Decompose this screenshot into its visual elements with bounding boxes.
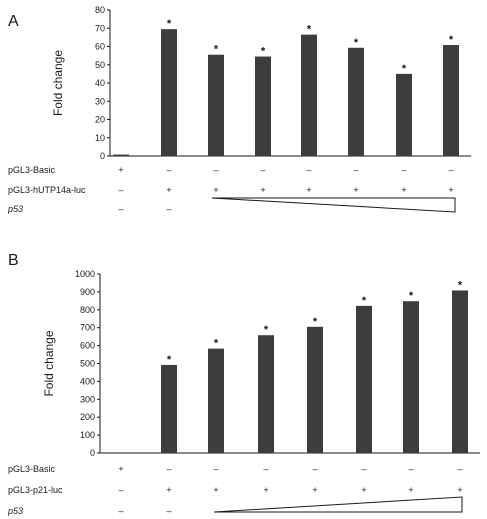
chart1-row-symbol: –: [166, 204, 171, 214]
chart1-y-tick-label: 30: [95, 96, 105, 106]
chart2-significance-marker: *: [167, 354, 172, 366]
chart1-significance-marker: *: [214, 44, 219, 56]
chart1-row-symbol: +: [213, 185, 218, 195]
chart2-y-tick-label: 500: [80, 359, 95, 369]
chart1-panel-label: A: [8, 13, 19, 30]
chart2-significance-marker: *: [409, 290, 414, 302]
chart1-significance-marker: *: [402, 63, 407, 75]
chart2-row-label: p53: [7, 506, 23, 516]
chart1-row-symbol: +: [306, 185, 311, 195]
chart1-bar: [161, 29, 177, 157]
chart1-bar: [396, 73, 412, 156]
chart2-bar: [208, 348, 224, 453]
chart1-row-symbol: +: [353, 185, 358, 195]
chart2-bar: [403, 301, 419, 453]
chart1-y-tick-label: 10: [95, 133, 105, 143]
chart2-bar: [356, 305, 372, 453]
chart2-row-symbol: +: [457, 485, 462, 495]
chart2-y-tick-label: 100: [80, 430, 95, 440]
chart1-row-symbol: +: [118, 165, 123, 175]
chart2-row-symbol: +: [263, 485, 268, 495]
chart1-row-symbol: –: [401, 165, 406, 175]
chart1-row-symbol: –: [118, 204, 123, 214]
chart2-significance-marker: *: [214, 338, 219, 350]
chart2-row-label: pGL3-p21-luc: [8, 485, 63, 495]
chart2-bar: [452, 290, 468, 453]
chart1-row-symbol: –: [213, 165, 218, 175]
chart1-row-symbol: –: [353, 165, 358, 175]
chart2-row-symbol: –: [408, 464, 413, 474]
chart2-significance-marker: *: [313, 316, 318, 328]
chart1-row-symbol: –: [448, 165, 453, 175]
chart2-row-symbol: +: [408, 485, 413, 495]
chart2-row-symbol: –: [361, 464, 366, 474]
chart1-y-tick-label: 80: [95, 5, 105, 15]
chart1-row-symbol: –: [306, 165, 311, 175]
chart1-row-label: p53: [7, 204, 23, 214]
chart1-row-label: pGL3-Basic: [8, 165, 56, 175]
chart2-significance-marker: *: [362, 295, 367, 307]
chart1-significance-marker: *: [261, 46, 266, 58]
chart2-y-tick-label: 200: [80, 412, 95, 422]
chart2-significance-marker: *: [264, 324, 269, 336]
chart2-bar: [161, 364, 177, 453]
chart2-bar: [307, 326, 323, 453]
chart1-row-symbol: –: [260, 165, 265, 175]
chart2-y-tick-label: 900: [80, 287, 95, 297]
chart2-row-symbol: +: [312, 485, 317, 495]
chart2-row-symbol: –: [166, 506, 171, 516]
chart2-row-symbol: +: [118, 464, 123, 474]
chart1-bar: [301, 34, 317, 157]
chart2-y-tick-label: 1000: [75, 269, 95, 279]
chart1-significance-marker: *: [167, 18, 172, 30]
chart1-bar: [255, 56, 271, 156]
chart1-y-tick-label: 70: [95, 23, 105, 33]
chart1-bar: [443, 45, 459, 156]
chart2-row-symbol: –: [263, 464, 268, 474]
chart1-significance-marker: *: [449, 34, 454, 46]
chart1-y-tick-label: 0: [100, 151, 105, 161]
chart2-y-axis-title: Fold change: [42, 330, 56, 396]
chart2-row-symbol: –: [213, 464, 218, 474]
chart2-row-symbol: –: [312, 464, 317, 474]
chart1-bar: [348, 47, 364, 157]
chart1-row-symbol: –: [166, 165, 171, 175]
chart2-row-symbol: –: [457, 464, 462, 474]
chart1-bar: [113, 154, 129, 156]
chart1-row-label: pGL3-hUTP14a-luc: [8, 185, 86, 195]
chart2-y-tick-label: 300: [80, 394, 95, 404]
chart2-y-tick-label: 800: [80, 305, 95, 315]
chart1-y-tick-label: 20: [95, 115, 105, 125]
chart2-row-symbol: +: [361, 485, 366, 495]
chart1-row-symbol: +: [448, 185, 453, 195]
chart2-row-symbol: –: [118, 485, 123, 495]
chart2-dose-wedge: [213, 496, 463, 513]
chart1-significance-marker: *: [354, 37, 359, 49]
chart1-significance-marker: *: [307, 24, 312, 36]
chart1-row-symbol: –: [118, 185, 123, 195]
chart1-bar: [208, 54, 224, 156]
chart2-bar: [258, 335, 274, 453]
chart2-y-tick-label: 700: [80, 323, 95, 333]
chart1-y-axis-title: Fold change: [51, 50, 65, 116]
chart2-row-label: pGL3-Basic: [8, 464, 56, 474]
chart2-significance-marker: *: [458, 279, 463, 291]
chart2-y-tick-label: 0: [90, 448, 95, 458]
chart2-row-symbol: +: [213, 485, 218, 495]
chart1-y-tick-label: 50: [95, 60, 105, 70]
chart1-dose-wedge: [211, 197, 456, 213]
chart2-row-symbol: –: [166, 464, 171, 474]
chart2-row-symbol: –: [118, 506, 123, 516]
chart1-y-tick-label: 60: [95, 42, 105, 52]
chart1-row-symbol: +: [260, 185, 265, 195]
chart1-y-tick-label: 40: [95, 78, 105, 88]
chart2-panel-label: B: [8, 252, 19, 269]
chart2-y-tick-label: 400: [80, 376, 95, 386]
chart1-row-symbol: +: [401, 185, 406, 195]
chart2-row-symbol: +: [166, 485, 171, 495]
chart1-row-symbol: +: [166, 185, 171, 195]
chart2-y-tick-label: 600: [80, 341, 95, 351]
